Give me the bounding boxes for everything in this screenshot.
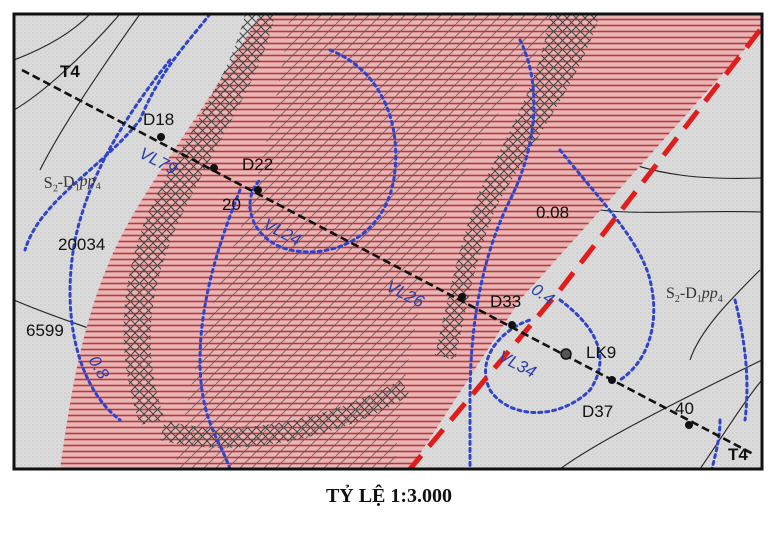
point-d33-label: D33 xyxy=(490,292,521,311)
inner-body xyxy=(175,14,560,469)
formation-right-label: S2-D1pp4 xyxy=(666,285,723,305)
section-start-label: T4 xyxy=(60,62,80,81)
point-lk9-label: LK9 xyxy=(586,343,616,362)
value-20-label: 20 xyxy=(222,195,241,214)
value-40-label: 40 xyxy=(675,399,694,418)
point-d22-label: D22 xyxy=(242,155,273,174)
value-20034-label: 20034 xyxy=(58,235,105,254)
point-d18-label: D18 xyxy=(143,110,174,129)
sample-point-markers xyxy=(157,133,693,429)
map-border xyxy=(12,12,764,471)
value-6599-label: 6599 xyxy=(26,321,64,340)
point-d37-label: D37 xyxy=(582,402,613,421)
fault-line xyxy=(408,28,762,469)
value-0-08-label: 0.08 xyxy=(536,203,569,222)
section-line-t4 xyxy=(21,68,756,457)
scale-caption: TỶ LỆ 1:3.000 xyxy=(325,485,453,507)
section-end-label: T4 xyxy=(728,445,748,464)
ore-body-outline xyxy=(123,14,600,448)
contour-lines xyxy=(23,14,749,469)
formation-left-label: S2-D1pp4 xyxy=(43,172,101,195)
